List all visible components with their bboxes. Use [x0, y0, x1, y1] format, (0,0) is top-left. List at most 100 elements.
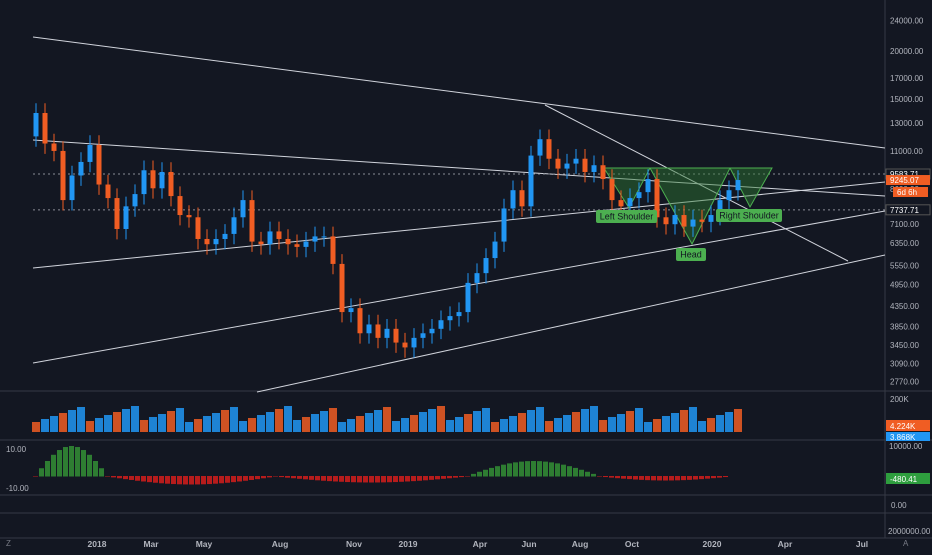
macd-bar	[603, 476, 608, 478]
candle-body	[258, 241, 264, 245]
volume-bar	[590, 406, 598, 432]
macd-bar	[399, 476, 404, 482]
price-tick-label: 3450.00	[890, 341, 919, 350]
auto-scale-button[interactable]: A	[903, 539, 909, 548]
macd-bar	[135, 476, 140, 481]
candle-body	[60, 150, 66, 201]
volume-bar	[131, 406, 139, 432]
pattern-labels[interactable]: Left Shoulder Head Right Shoulder	[596, 209, 782, 261]
macd-bar	[375, 476, 380, 483]
trend-lines[interactable]	[32, 36, 886, 393]
macd-bar	[339, 476, 344, 482]
volume-bar	[644, 422, 652, 432]
trend-line-neckline-long[interactable]	[32, 139, 886, 197]
volume-bar	[383, 407, 391, 432]
macd-bar	[183, 476, 188, 485]
candle-body	[195, 217, 201, 239]
volume-bar	[707, 418, 715, 432]
candle-body	[663, 217, 669, 225]
macd-bar	[465, 476, 470, 477]
volume-bar	[464, 414, 472, 432]
candle-body	[672, 215, 678, 225]
candle-body	[51, 143, 57, 151]
candle-body	[510, 190, 516, 209]
candle-body	[213, 238, 219, 245]
macd-bar	[459, 476, 464, 478]
macd-bar	[159, 476, 164, 484]
macd-bar	[63, 447, 68, 477]
volume-bar	[293, 420, 301, 432]
indicator-tick-zero: 0.00	[891, 501, 907, 510]
macd-bar	[585, 471, 590, 477]
macd-bar	[273, 476, 278, 477]
price-badge-label: 6d 6h	[897, 188, 917, 197]
macd-bar	[711, 476, 716, 479]
volume-bar	[716, 415, 724, 432]
volume-bar	[491, 422, 499, 432]
candle-body	[564, 163, 570, 169]
volume-bar	[410, 415, 418, 432]
macd-bar	[129, 476, 134, 480]
volume-bar	[275, 409, 283, 432]
volume-bar	[608, 417, 616, 432]
candle-body	[528, 155, 534, 207]
candle-body	[393, 328, 399, 343]
macd-bar	[567, 466, 572, 477]
macd-bar	[279, 476, 284, 478]
time-tick-label: Apr	[473, 539, 488, 549]
macd-bar	[291, 476, 296, 479]
trend-line-support-3[interactable]	[256, 254, 886, 393]
macd-bar	[333, 476, 338, 482]
volume-bar	[617, 414, 625, 432]
candle-body	[42, 112, 48, 144]
candlestick-series[interactable]	[33, 103, 741, 358]
trend-line-descending[interactable]	[544, 104, 849, 262]
price-tick-label: 20000.00	[890, 47, 924, 56]
macd-bar	[549, 462, 554, 477]
price-badge-label: 7737.71	[890, 206, 919, 215]
macd-bar	[171, 476, 176, 485]
candle-body	[699, 219, 705, 222]
time-axis[interactable]: 2018 Mar May Aug Nov 2019 Apr Jun Aug Oct 2020 Apr J…	[88, 539, 869, 549]
candle-body	[114, 198, 120, 229]
trend-line-upper[interactable]	[32, 36, 886, 149]
volume-bar	[473, 411, 481, 432]
candle-body	[204, 238, 210, 245]
macd-bar	[627, 476, 632, 480]
timezone-button[interactable]: Z	[6, 539, 11, 548]
price-axis[interactable]: 24000.00 20000.00 17000.00 15000.00 13000.00…	[890, 16, 924, 386]
trend-line-support-1[interactable]	[32, 181, 886, 269]
volume-bar	[572, 412, 580, 432]
macd-bar	[75, 447, 80, 477]
price-tick-label: 15000.00	[890, 95, 924, 104]
left-shoulder-label-box[interactable]	[596, 210, 657, 223]
macd-bar	[81, 450, 86, 477]
macd-bar	[261, 476, 266, 479]
candle-body	[591, 165, 597, 172]
candle-body	[465, 282, 471, 313]
macd-bar	[537, 461, 542, 477]
volume-bar	[401, 418, 409, 432]
right-shoulder-label-box[interactable]	[716, 209, 782, 222]
volume-bar	[356, 416, 364, 432]
volume-bar	[77, 407, 85, 432]
volume-bar	[563, 415, 571, 432]
volume-bar	[437, 406, 445, 432]
macd-bar	[231, 476, 236, 483]
macd-bar	[651, 476, 656, 481]
price-tick-label: 3850.00	[890, 323, 919, 332]
macd-bar	[315, 476, 320, 481]
candle-body	[573, 158, 579, 164]
candle-body	[735, 180, 741, 191]
macd-bar	[687, 476, 692, 480]
head-label-box[interactable]	[676, 248, 706, 261]
macd-bar	[201, 476, 206, 485]
head-shoulders-pattern[interactable]	[603, 167, 773, 246]
volume-bar	[428, 409, 436, 432]
macd-bar	[723, 476, 728, 478]
trend-line-support-2[interactable]	[32, 210, 886, 364]
macd-bar	[591, 473, 596, 477]
macd-bar	[441, 476, 446, 479]
time-tick-label: Oct	[625, 539, 639, 549]
